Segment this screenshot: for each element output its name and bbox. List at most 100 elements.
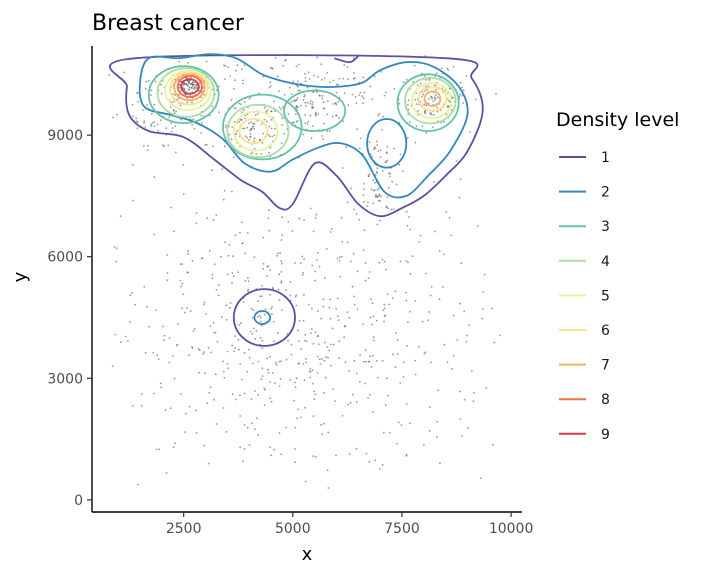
scatter-point <box>239 231 241 234</box>
scatter-point <box>231 393 234 396</box>
scatter-point <box>175 151 177 154</box>
scatter-point <box>353 359 356 362</box>
y-axis-title: y <box>10 271 31 282</box>
scatter-point <box>222 198 225 201</box>
scatter-point <box>438 298 441 301</box>
scatter-point <box>450 234 453 237</box>
scatter-point <box>436 421 439 423</box>
scatter-point <box>461 94 464 97</box>
scatter-point <box>254 428 256 431</box>
scatter-point <box>179 279 182 282</box>
scatter-point <box>384 404 387 407</box>
scatter-point <box>358 94 361 96</box>
scatter-point <box>373 148 375 151</box>
scatter-point <box>136 92 139 94</box>
scatter-point <box>314 331 317 333</box>
scatter-point <box>268 86 271 89</box>
scatter-point <box>218 111 221 114</box>
scatter-point <box>147 79 150 82</box>
scatter-point <box>259 336 262 339</box>
scatter-point <box>249 129 251 132</box>
scatter-point <box>254 114 257 117</box>
scatter-point <box>335 454 337 457</box>
scatter-point <box>429 406 431 408</box>
scatter-point <box>140 404 143 407</box>
scatter-point <box>362 102 364 105</box>
contour-level-1 <box>108 54 484 218</box>
scatter-point <box>274 110 276 113</box>
scatter-point <box>358 218 361 221</box>
scatter-point <box>152 352 155 354</box>
scatter-point <box>203 444 206 447</box>
scatter-point <box>387 186 390 189</box>
scatter-point <box>415 125 418 127</box>
scatter-point <box>280 142 283 145</box>
scatter-point <box>350 187 353 190</box>
scatter-point <box>253 327 255 330</box>
scatter-point <box>267 217 270 220</box>
scatter-point <box>191 346 193 348</box>
scatter-point <box>304 114 307 116</box>
scatter-point <box>180 285 183 288</box>
scatter-point <box>261 375 264 377</box>
scatter-point <box>303 95 306 98</box>
scatter-point <box>280 108 282 111</box>
scatter-point <box>262 75 265 78</box>
scatter-point <box>463 310 466 313</box>
scatter-point <box>391 180 394 183</box>
scatter-point <box>250 121 253 123</box>
scatter-point <box>240 103 242 106</box>
scatter-point <box>187 80 190 82</box>
scatter-point <box>290 343 293 346</box>
scatter-point <box>424 75 426 78</box>
scatter-point <box>280 239 283 241</box>
scatter-point <box>269 66 272 69</box>
scatter-point <box>327 100 329 102</box>
scatter-point <box>495 92 497 95</box>
scatter-point <box>229 302 232 304</box>
scatter-point <box>317 113 320 115</box>
scatter-point <box>372 189 375 192</box>
scatter-point <box>267 368 269 371</box>
scatter-point <box>424 112 427 115</box>
scatter-point <box>371 323 373 326</box>
scatter-point <box>301 274 304 276</box>
contour-level-4 <box>226 103 290 159</box>
scatter-point <box>293 99 296 102</box>
scatter-point <box>248 444 251 446</box>
scatter-point <box>225 431 228 433</box>
legend-label-8: 8 <box>601 392 610 408</box>
scatter-point <box>337 319 340 321</box>
scatter-point <box>295 120 298 123</box>
scatter-point <box>434 94 437 96</box>
scatter-point <box>362 249 365 252</box>
scatter-point <box>236 64 239 66</box>
contour-level-4 <box>156 67 216 118</box>
scatter-point <box>263 106 266 109</box>
scatter-point <box>269 293 272 296</box>
scatter-point <box>362 360 365 363</box>
plot-area <box>108 53 501 489</box>
scatter-point <box>398 102 401 105</box>
scatter-point <box>436 72 438 75</box>
scatter-point <box>226 350 229 353</box>
scatter-point <box>327 487 330 489</box>
scatter-point <box>261 285 263 287</box>
contour-level-1 <box>232 288 296 347</box>
scatter-point <box>295 304 298 307</box>
scatter-point <box>433 230 436 233</box>
scatter-point <box>254 390 256 392</box>
legend-label-9: 9 <box>601 427 610 443</box>
scatter-point <box>216 341 219 343</box>
scatter-point <box>268 209 270 212</box>
scatter-point <box>425 272 427 275</box>
scatter-point <box>315 113 317 115</box>
scatter-point <box>310 328 313 330</box>
scatter-point <box>414 373 417 376</box>
scatter-point <box>157 358 160 360</box>
scatter-point <box>445 211 448 213</box>
scatter-point <box>394 332 397 335</box>
scatter-point <box>253 137 256 140</box>
scatter-point <box>323 359 326 362</box>
